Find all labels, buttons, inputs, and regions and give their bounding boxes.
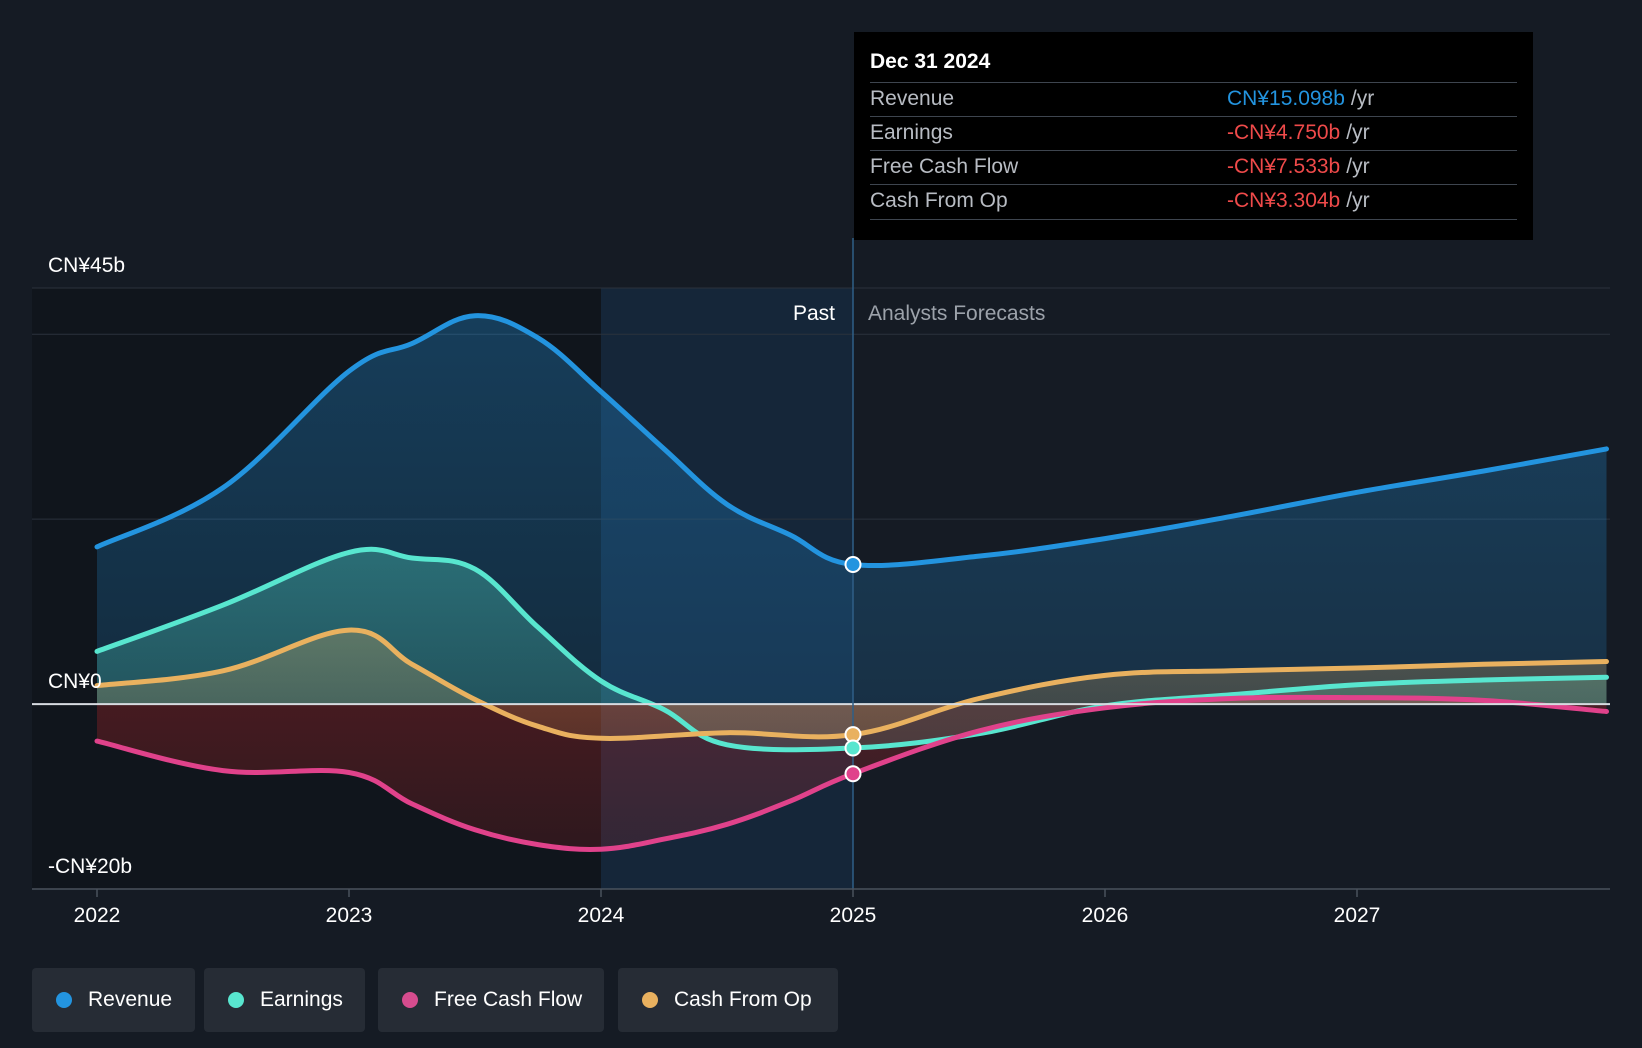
series-lines [94,313,1609,852]
tooltip-row-free-cash-flow: Free Cash Flow -CN¥7.533b/yr [870,150,1517,185]
tooltip-label: Earnings [870,121,953,144]
y-tick-label: CN¥45b [48,254,125,277]
y-tick-label: -CN¥20b [48,855,132,878]
y-axis-ticks: CN¥45b CN¥0 -CN¥20b [48,254,132,878]
tooltip-value: -CN¥4.750b/yr [1227,121,1370,144]
legend-label: Earnings [260,988,343,1011]
earnings-marker [844,739,862,757]
tooltip-label: Free Cash Flow [870,155,1019,178]
legend-label: Revenue [88,988,173,1011]
legend-item-free-cash-flow[interactable]: Free Cash Flow [378,968,604,1032]
cash-from-op-area [97,630,1607,739]
tooltip-label: Revenue [870,87,955,110]
revenue-line [94,313,1609,569]
past-label: Past [793,302,835,325]
cash-from-op-line [94,627,1609,741]
tooltip-value: CN¥15.098b/yr [1227,87,1375,110]
x-tick-label: 2027 [1334,904,1381,927]
earnings-line [94,546,1609,753]
tooltip-value: -CN¥3.304b/yr [1227,189,1370,212]
y-tick-label: CN¥0 [48,670,102,693]
x-tick-label: 2022 [74,904,121,927]
legend-label: Cash From Op [674,988,812,1011]
legend-item-earnings[interactable]: Earnings [204,968,365,1032]
x-axis-ticks: 2022 2023 2024 2025 2026 2027 [74,889,1381,927]
legend-dot-icon [56,992,72,1008]
free-cash-flow-line [94,694,1609,852]
legend-dot-icon [228,992,244,1008]
x-tick-label: 2025 [830,904,877,927]
legend-item-cash-from-op[interactable]: Cash From Op [618,968,838,1032]
revenue-marker [844,555,862,573]
free-cash-flow-marker [844,765,862,783]
tooltip-row-cash-from-op: Cash From Op -CN¥3.304b/yr [870,184,1517,220]
data-markers [844,555,862,783]
tooltip: Dec 31 2024 Revenue CN¥15.098b/yr Earnin… [854,32,1533,240]
forecast-label: Analysts Forecasts [868,302,1045,325]
legend-label: Free Cash Flow [434,988,583,1011]
x-tick-label: 2023 [326,904,373,927]
tooltip-row-revenue: Revenue CN¥15.098b/yr [870,82,1517,117]
tooltip-value: -CN¥7.533b/yr [1227,155,1370,178]
legend-dot-icon [402,992,418,1008]
tooltip-date: Dec 31 2024 [870,50,991,73]
legend-item-revenue[interactable]: Revenue [32,968,195,1032]
x-tick-label: 2024 [578,904,625,927]
tooltip-label: Cash From Op [870,189,1008,212]
tooltip-row-earnings: Earnings -CN¥4.750b/yr [870,116,1517,151]
legend-dot-icon [642,992,658,1008]
x-tick-label: 2026 [1082,904,1129,927]
